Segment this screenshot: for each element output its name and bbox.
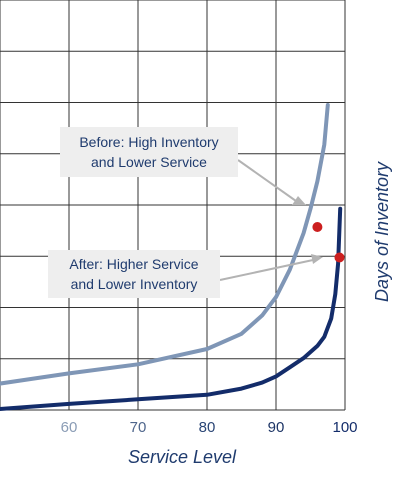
- x-tick-label: 80: [199, 419, 216, 436]
- callout-after-line-1: After: Higher Service: [69, 256, 199, 272]
- callout-after: After: Higher Service and Lower Inventor…: [48, 250, 220, 298]
- arrow-before: [237, 159, 297, 202]
- series-line-1: [0, 103, 330, 386]
- x-tick-label: 70: [130, 419, 147, 436]
- callout-arrows: [219, 159, 323, 281]
- callout-before-line-1: Before: High Inventory: [79, 134, 219, 150]
- x-tick-label: 90: [268, 419, 285, 436]
- arrow-before-head: [292, 196, 306, 205]
- callout-before-line-2: and Lower Service: [91, 154, 207, 170]
- highlight-point-2: [334, 252, 345, 263]
- series-layer: [0, 103, 343, 411]
- x-axis-title: Service Level: [128, 447, 237, 467]
- grid: [0, 0, 346, 411]
- highlight-point-1: [312, 222, 323, 232]
- series-line-2: [0, 206, 343, 411]
- callout-after-line-2: and Lower Inventory: [70, 276, 198, 292]
- x-tick-label: 60: [61, 419, 78, 436]
- points-layer: [312, 222, 345, 263]
- arrow-after: [219, 259, 314, 281]
- arrow-after-head: [311, 254, 323, 264]
- x-tick-label: 100: [332, 419, 357, 436]
- y-axis-title: Days of Inventory: [372, 161, 392, 302]
- callout-before: Before: High Inventory and Lower Service: [60, 127, 238, 177]
- x-tick-labels: 60 70 80 90 100: [61, 419, 358, 436]
